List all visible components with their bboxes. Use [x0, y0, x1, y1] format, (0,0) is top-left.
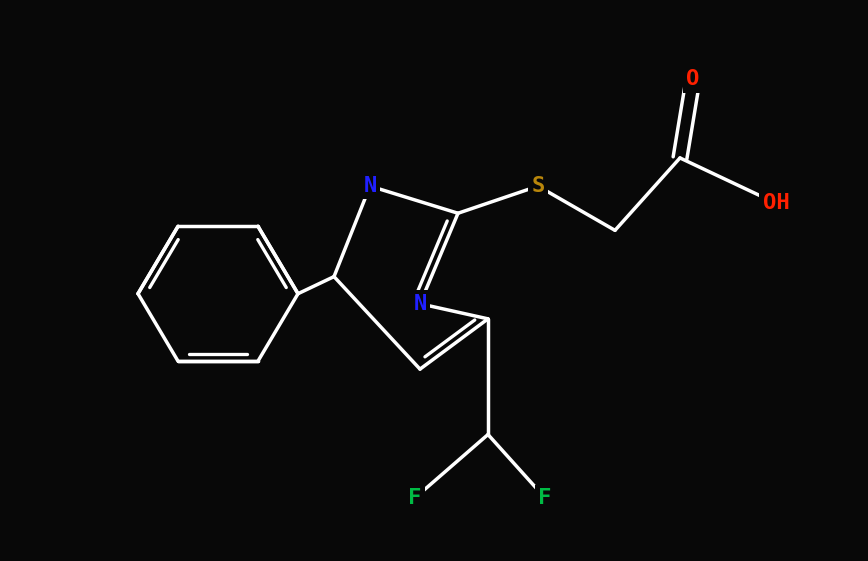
Text: S: S: [531, 176, 545, 196]
Text: F: F: [408, 488, 422, 508]
Text: O: O: [687, 70, 700, 90]
Text: F: F: [538, 488, 552, 508]
Text: OH: OH: [763, 193, 789, 213]
Text: N: N: [364, 176, 377, 196]
Text: N: N: [413, 294, 427, 314]
